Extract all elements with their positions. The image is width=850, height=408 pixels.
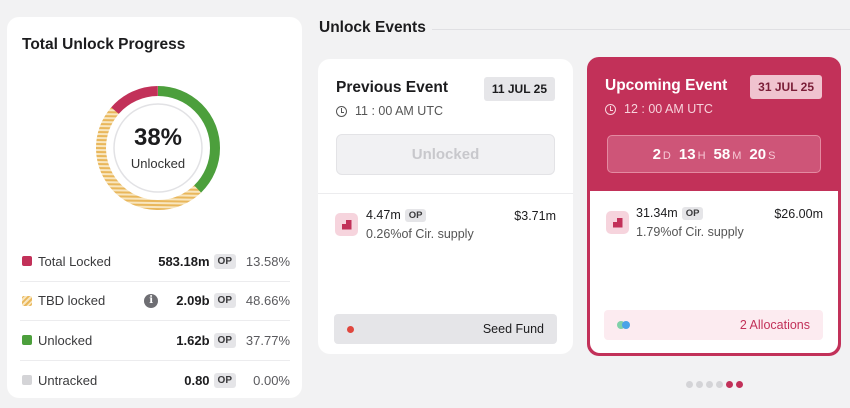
allocation-icon [335, 213, 358, 236]
countdown-seconds: 20 [749, 145, 767, 163]
carousel-pager [686, 381, 743, 388]
allocation-dots-icon [617, 321, 633, 329]
legend-label: Total Locked [38, 253, 111, 269]
allocations-label: 2 Allocations [739, 318, 810, 332]
legend-amount: 2.09b [176, 293, 210, 309]
legend-percent: 48.66% [245, 293, 290, 309]
donut-segment-unlocked [96, 86, 220, 210]
legend-amount: 583.18m [158, 253, 210, 269]
clock-icon [336, 105, 347, 117]
unlocked-percent: 38% [133, 123, 183, 151]
donut-segment-locked [96, 86, 220, 210]
locked-swatch [22, 256, 32, 267]
legend-amount: 1.62b [176, 332, 210, 348]
legend-percent: 37.77% [245, 332, 290, 348]
token-badge: OP [213, 332, 236, 348]
previous-usd-value: $3.71m [514, 209, 556, 223]
pager-dot[interactable] [716, 381, 723, 388]
previous-supply: 0.26%of Cir. supply [366, 227, 474, 241]
unlock-events-title: Unlock Events [319, 19, 426, 36]
token-badge: OP [404, 208, 427, 222]
legend-label: Untracked [38, 372, 98, 388]
clock-icon [605, 103, 616, 115]
allocations-button[interactable]: 2 Allocations [604, 310, 823, 340]
allocation-label: Seed Fund [482, 322, 544, 336]
previous-event-card[interactable]: Previous Event 11 JUL 25 11 : 00 AM UTC … [318, 59, 573, 354]
card-divider [318, 193, 573, 194]
legend-row-tbd-locked: TBD locked i 2.09b OP 48.66% [20, 282, 290, 321]
seed-fund-allocation-button[interactable]: Seed Fund [334, 314, 557, 344]
previous-event-time: 11 : 00 AM UTC [355, 104, 443, 118]
token-badge: OP [213, 253, 236, 269]
upcoming-amount: 31.34m [636, 206, 678, 220]
pager-dot[interactable] [686, 381, 693, 388]
previous-event-title: Previous Event [336, 79, 448, 96]
previous-amount-line: 4.47m OP [366, 208, 427, 222]
pager-dot[interactable] [696, 381, 703, 388]
upcoming-amount-line: 31.34m OP [636, 206, 704, 220]
countdown-days: 2 [652, 145, 661, 163]
section-divider [432, 29, 850, 30]
legend-label: Unlocked [38, 332, 93, 348]
countdown-hours: 13 [678, 145, 696, 163]
legend-row-untracked: Untracked 0.80 OP 0.00% [20, 361, 290, 401]
token-badge: OP [681, 206, 704, 220]
unlocked-button[interactable]: Unlocked [336, 134, 555, 175]
progress-title: Total Unlock Progress [22, 36, 186, 53]
unlocked-swatch [22, 335, 32, 346]
upcoming-event-card[interactable]: Upcoming Event 31 JUL 25 12 : 00 AM UTC … [587, 57, 841, 356]
untracked-swatch [22, 375, 32, 386]
legend-row-total-locked: Total Locked 583.18m OP 13.58% [20, 242, 290, 282]
tbd-swatch [22, 295, 32, 306]
allocation-icon [606, 211, 629, 234]
legend-percent: 0.00% [253, 372, 290, 388]
unlock-progress-card: Total Unlock Progress 38% Unlocked [7, 17, 302, 398]
unlock-donut-chart: 38% Unlocked [93, 83, 223, 213]
upcoming-event-time-row: 12 : 00 AM UTC [605, 102, 713, 116]
upcoming-event-details: 31.34m OP 1.79%of Cir. supply $26.00m 2 … [590, 191, 838, 353]
unlocked-percent-label: Unlocked [130, 155, 186, 171]
pager-dot[interactable] [706, 381, 713, 388]
previous-event-date: 11 JUL 25 [483, 77, 555, 101]
upcoming-usd-value: $26.00m [774, 207, 823, 221]
legend-amount: 0.80 [184, 372, 210, 388]
upcoming-supply: 1.79%of Cir. supply [636, 225, 744, 239]
previous-amount: 4.47m [366, 208, 401, 222]
info-icon[interactable]: i [144, 293, 159, 308]
upcoming-event-date: 31 JUL 25 [750, 75, 822, 99]
legend-label: TBD locked [38, 293, 106, 309]
previous-event-time-row: 11 : 00 AM UTC [336, 104, 443, 118]
unlock-legend: Total Locked 583.18m OP 13.58% TBD locke… [20, 242, 290, 400]
pager-dot-active[interactable] [726, 381, 733, 388]
donut-segment-tbd [96, 86, 220, 210]
pager-dot-active[interactable] [736, 381, 743, 388]
token-badge: OP [213, 372, 236, 388]
legend-row-unlocked: Unlocked 1.62b OP 37.77% [20, 321, 290, 361]
upcoming-event-title: Upcoming Event [605, 77, 728, 94]
legend-percent: 13.58% [245, 253, 290, 269]
token-badge: OP [213, 293, 236, 309]
allocation-dot-icon [347, 326, 354, 333]
upcoming-event-time: 12 : 00 AM UTC [624, 102, 713, 116]
countdown-minutes: 58 [713, 145, 731, 163]
